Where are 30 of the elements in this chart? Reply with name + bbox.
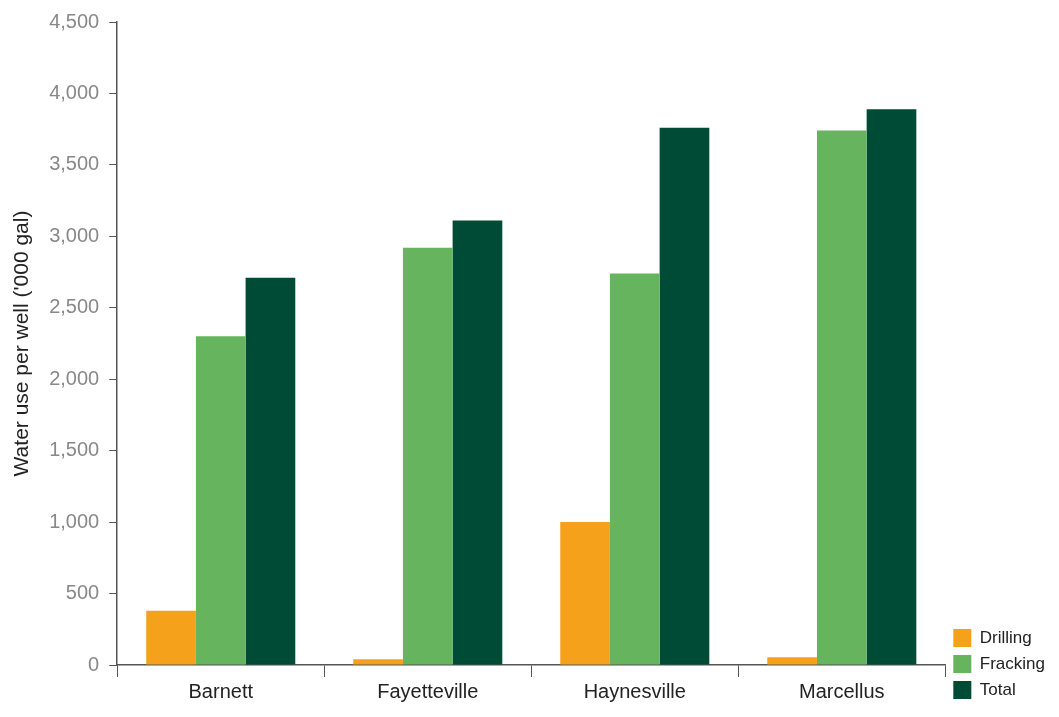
x-tick-label: Barnett — [188, 679, 254, 702]
y-axis-title: Water use per well ('000 gal) — [9, 210, 33, 477]
y-tick-label: 3,500 — [49, 152, 100, 175]
y-tick-label: 500 — [65, 581, 100, 604]
bar — [767, 657, 817, 665]
y-tick-label: 3,000 — [49, 223, 100, 246]
bar — [659, 127, 710, 665]
bar — [146, 610, 196, 665]
y-tick-label: 1,000 — [49, 509, 100, 532]
y-tick-label: 2,500 — [49, 295, 100, 318]
x-tick-label: Marcellus — [799, 679, 885, 702]
x-tick-label: Fayetteville — [377, 679, 479, 702]
legend-label: Total — [979, 679, 1016, 699]
legend-label: Drilling — [979, 627, 1032, 647]
legend-label: Fracking — [979, 653, 1045, 673]
y-tick-label: 4,000 — [49, 80, 100, 103]
bar — [816, 130, 867, 665]
y-tick-label: 2,000 — [49, 366, 100, 389]
y-tick-label: 4,500 — [49, 9, 100, 32]
bar — [353, 659, 403, 665]
bar — [560, 522, 610, 665]
bar — [402, 247, 453, 665]
bar — [609, 273, 660, 665]
bar — [195, 336, 246, 665]
y-tick-label: 0 — [88, 652, 100, 675]
y-tick-label: 1,500 — [49, 438, 100, 461]
bar — [866, 109, 917, 665]
x-tick-label: Haynesville — [583, 679, 686, 702]
bar — [452, 220, 503, 665]
bar — [245, 277, 296, 665]
